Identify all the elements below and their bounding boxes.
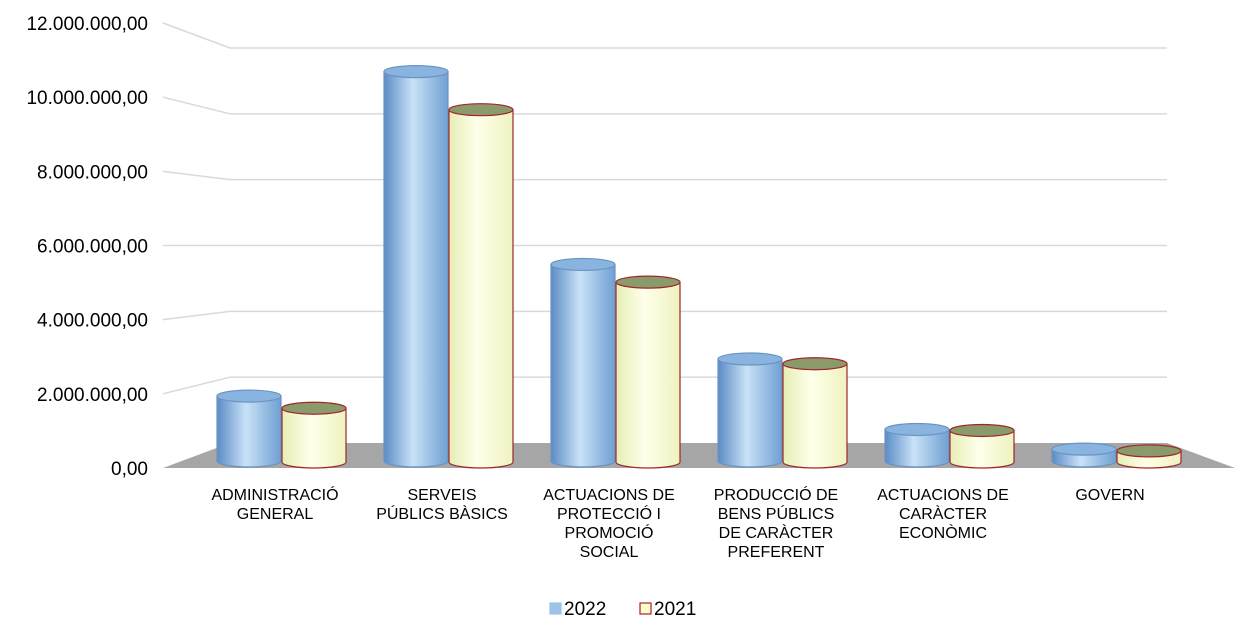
bar-body xyxy=(717,358,783,468)
y-tick-label: 2.000.000,00 xyxy=(37,385,148,406)
bar-top xyxy=(884,422,950,437)
bar-2022-0 xyxy=(216,389,282,468)
bar-body xyxy=(281,407,347,469)
bar-top xyxy=(383,65,449,79)
y-tick-label: 8.000.000,00 xyxy=(37,162,148,183)
x-axis: ADMINISTRACIÓ GENERAL SERVEIS PÚBLICS BÀSIC… xyxy=(211,485,1144,561)
bar-2021-1 xyxy=(448,103,514,469)
bars xyxy=(216,65,1182,469)
x-tick-label: ACTUACIONS DE CARÀCTER ECONÒMIC xyxy=(877,487,1009,542)
legend-label: 2021 xyxy=(654,599,696,620)
y-tick-label: 12.000.000,00 xyxy=(26,14,148,35)
bar-body xyxy=(615,281,681,469)
bar-top xyxy=(1051,442,1117,456)
bar-2021-4 xyxy=(949,423,1015,469)
bar-2022-2 xyxy=(550,257,616,468)
bar-2021-3 xyxy=(782,357,848,469)
bar-top xyxy=(281,401,347,415)
bar-2022-3 xyxy=(717,352,783,468)
bar-top xyxy=(1116,444,1182,458)
bar-2022-4 xyxy=(884,422,950,468)
x-tick-label: ACTUACIONS DE PROTECCIÓ I PROMOCIÓ SOCIAL xyxy=(543,487,675,561)
bar-body xyxy=(216,395,282,468)
bar-top xyxy=(782,357,848,371)
legend: 2022 2021 xyxy=(549,599,696,620)
x-tick-label: ADMINISTRACIÓ GENERAL xyxy=(211,485,338,523)
gridline-diagonal xyxy=(162,170,231,181)
gridline-diagonal xyxy=(162,310,231,321)
bar-top xyxy=(949,423,1015,438)
bar-body xyxy=(383,71,449,468)
legend-item-2021: 2021 xyxy=(639,599,696,620)
y-tick-label: 4.000.000,00 xyxy=(37,311,148,332)
legend-swatch xyxy=(549,602,562,615)
bar-body xyxy=(949,429,1015,469)
bar-top xyxy=(717,352,783,366)
x-tick-label: GOVERN xyxy=(1075,487,1144,504)
bar-2022-1 xyxy=(383,65,449,468)
bar-2022-5 xyxy=(1051,442,1117,468)
bar-body xyxy=(782,363,848,469)
bar-2021-5 xyxy=(1116,444,1182,469)
legend-swatch xyxy=(639,602,652,615)
gridline-diagonal xyxy=(162,96,231,115)
gridline-diagonal xyxy=(162,22,231,49)
bar-2021-2 xyxy=(615,275,681,469)
legend-label: 2022 xyxy=(564,599,606,620)
y-tick-label: 0,00 xyxy=(111,459,148,480)
y-axis: 0,00 2.000.000,00 4.000.000,00 6.000.000,00… xyxy=(26,14,148,480)
bar-top xyxy=(615,275,681,289)
bar-2021-0 xyxy=(281,401,347,469)
gridline-diagonal xyxy=(162,376,231,395)
bar-body xyxy=(884,428,950,468)
bar-top xyxy=(448,103,514,117)
legend-item-2022: 2022 xyxy=(549,599,606,620)
y-tick-label: 10.000.000,00 xyxy=(26,88,148,109)
bar-body xyxy=(448,109,514,469)
bar-top xyxy=(550,257,616,272)
y-tick-label: 6.000.000,00 xyxy=(37,237,148,258)
x-tick-label: SERVEIS PÚBLICS BÀSICS xyxy=(376,487,508,523)
x-tick-label: PRODUCCIÓ DE BENS PÚBLICS DE CARÀCTER PREFE… xyxy=(714,485,838,561)
bar-body xyxy=(550,263,616,468)
bar-top xyxy=(216,389,282,403)
